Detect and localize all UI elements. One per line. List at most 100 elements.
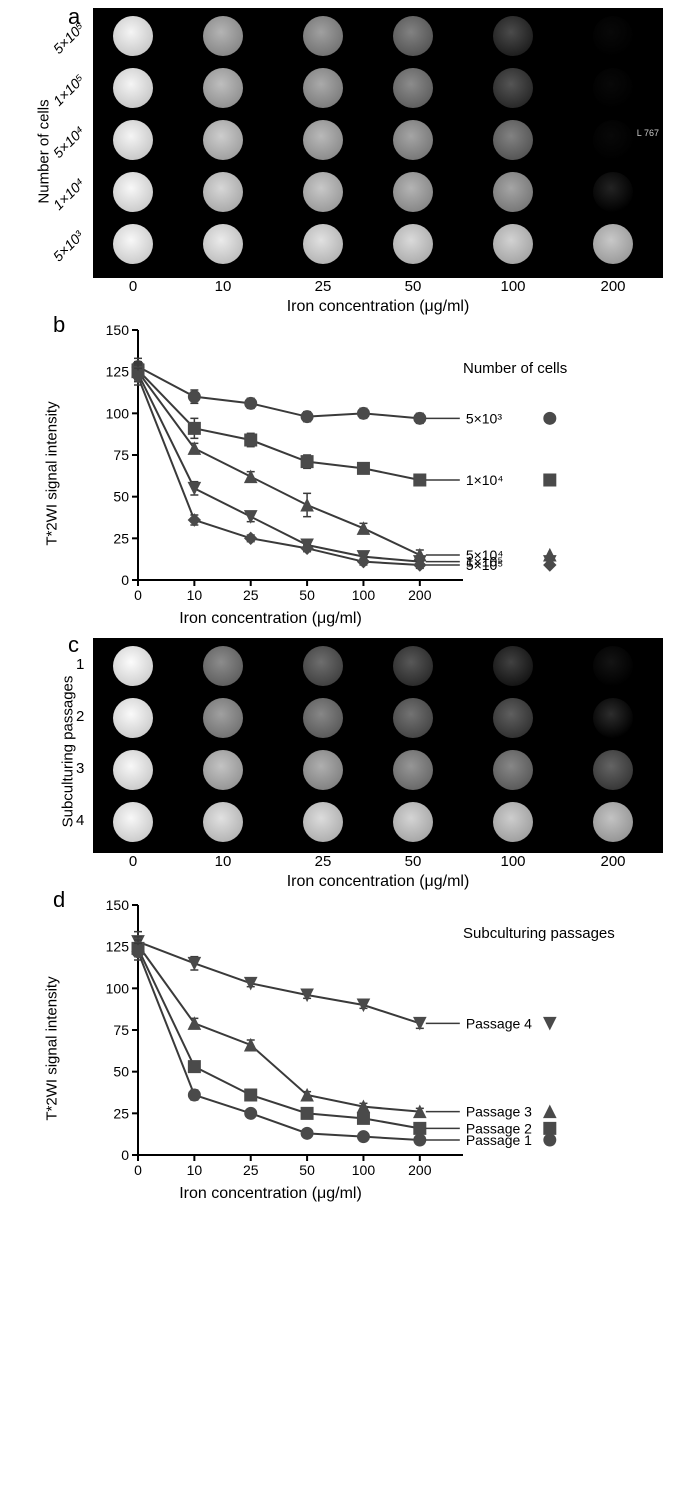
panel-d-chart: 02550751001251500102550100200Passage 4Pa… [93, 895, 663, 1185]
svg-text:50: 50 [113, 489, 129, 505]
mri-well [493, 646, 533, 686]
svg-text:5×10⁵: 5×10⁵ [466, 557, 503, 573]
mri-well [203, 646, 243, 686]
svg-text:50: 50 [113, 1064, 129, 1080]
mri-well [493, 16, 533, 56]
x-tick: 100 [500, 853, 525, 870]
x-tick: 25 [315, 853, 332, 870]
panel-c-row-label: 2 [76, 708, 84, 725]
svg-text:100: 100 [352, 587, 376, 603]
panel-c-label: c [68, 632, 79, 658]
mri-well [303, 224, 343, 264]
mri-well [393, 68, 433, 108]
mri-well [113, 698, 153, 738]
mri-well [303, 120, 343, 160]
mri-well [393, 172, 433, 212]
panel-a-row-label: 5×10⁴ [50, 123, 88, 161]
svg-text:125: 125 [106, 364, 130, 380]
panel-a-row-label: 1×10⁴ [50, 175, 88, 213]
svg-text:1×10⁴: 1×10⁴ [466, 472, 504, 488]
x-tick: 25 [315, 278, 332, 295]
svg-text:0: 0 [134, 1162, 142, 1178]
x-tick: 0 [129, 853, 137, 870]
mri-well [593, 120, 633, 160]
panel-a-row-label: 1×10⁵ [50, 71, 88, 109]
mri-well [303, 16, 343, 56]
x-tick: 200 [600, 278, 625, 295]
panel-b-label: b [53, 312, 65, 338]
mri-well [113, 802, 153, 842]
x-tick: 100 [500, 278, 525, 295]
svg-text:0: 0 [134, 587, 142, 603]
mri-well [113, 16, 153, 56]
mri-well [303, 802, 343, 842]
mri-well [493, 172, 533, 212]
panel-a-mri-grid: L 767 [93, 8, 663, 278]
svg-text:150: 150 [106, 322, 130, 338]
panel-c-row-label: 1 [76, 656, 84, 673]
panel-c-row-label: 4 [76, 812, 84, 829]
mri-well [493, 698, 533, 738]
mri-well [493, 68, 533, 108]
mri-well [393, 802, 433, 842]
annotation-text: L 767 [637, 128, 659, 138]
panel-a: a Number of cells 5×10⁵ 1×10⁵ 5×10⁴ 1×10… [8, 8, 667, 316]
x-tick: 50 [405, 853, 422, 870]
svg-text:Passage 1: Passage 1 [466, 1132, 532, 1148]
mri-well [593, 698, 633, 738]
panel-d-yaxis-label: T*2WI signal intensity [44, 976, 61, 1120]
mri-well [303, 698, 343, 738]
x-tick: 0 [129, 278, 137, 295]
panel-d-label: d [53, 887, 65, 913]
mri-well [203, 750, 243, 790]
mri-well [593, 172, 633, 212]
mri-well [593, 224, 633, 264]
svg-text:75: 75 [113, 447, 129, 463]
mri-well [593, 16, 633, 56]
mri-well [203, 120, 243, 160]
x-axis-label: Iron concentration (μg/ml) [93, 873, 663, 891]
mri-well [393, 224, 433, 264]
mri-well [303, 68, 343, 108]
mri-well [203, 68, 243, 108]
svg-text:25: 25 [113, 530, 129, 546]
mri-well [113, 172, 153, 212]
svg-text:100: 100 [106, 405, 130, 421]
svg-text:50: 50 [299, 587, 315, 603]
mri-well [493, 802, 533, 842]
panel-b: b T*2WI signal intensity 025507510012515… [8, 320, 667, 628]
panel-d: d T*2WI signal intensity 025507510012515… [8, 895, 667, 1203]
svg-text:125: 125 [106, 939, 130, 955]
panel-b-chart: 025507510012515001025501002005×10³1×10⁴5… [93, 320, 663, 610]
svg-text:200: 200 [408, 1162, 432, 1178]
panel-a-row-label: 5×10⁵ [50, 19, 88, 57]
x-tick: 10 [215, 278, 232, 295]
x-axis-label: Iron concentration (μg/ml) [78, 1185, 463, 1203]
mri-well [203, 698, 243, 738]
mri-well [593, 802, 633, 842]
x-tick: 200 [600, 853, 625, 870]
mri-well [113, 750, 153, 790]
panel-a-yaxis-label: Number of cells [36, 99, 53, 203]
svg-text:25: 25 [243, 1162, 259, 1178]
panel-a-row-label: 5×10³ [50, 228, 87, 265]
mri-well [203, 802, 243, 842]
mri-well [393, 698, 433, 738]
x-tick: 50 [405, 278, 422, 295]
mri-well [393, 750, 433, 790]
x-tick: 10 [215, 853, 232, 870]
mri-well [113, 224, 153, 264]
panel-c-yaxis-label: Subculturing passages [59, 676, 76, 828]
mri-well [303, 172, 343, 212]
mri-well [113, 646, 153, 686]
svg-text:Passage 4: Passage 4 [466, 1015, 532, 1031]
svg-text:50: 50 [299, 1162, 315, 1178]
mri-well [393, 120, 433, 160]
panel-b-yaxis-label: T*2WI signal intensity [44, 401, 61, 545]
svg-text:Passage 3: Passage 3 [466, 1104, 532, 1120]
mri-well [593, 646, 633, 686]
mri-well [113, 120, 153, 160]
svg-text:25: 25 [243, 587, 259, 603]
mri-well [203, 224, 243, 264]
svg-text:75: 75 [113, 1022, 129, 1038]
